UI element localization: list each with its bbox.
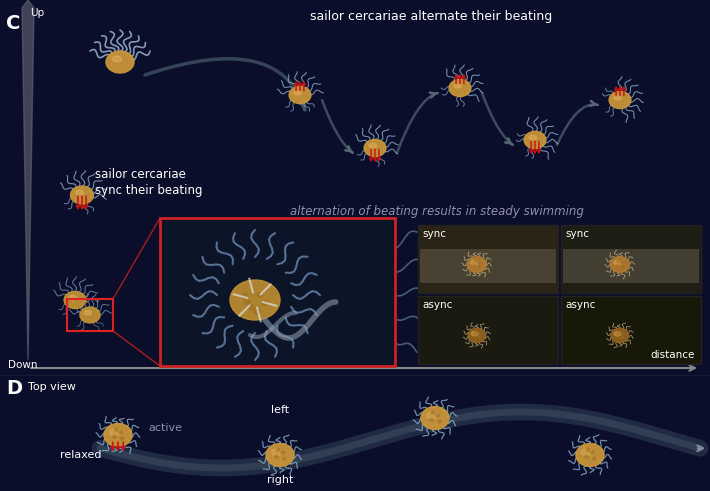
Polygon shape [22, 0, 34, 360]
Ellipse shape [70, 186, 94, 204]
Ellipse shape [576, 443, 604, 466]
Ellipse shape [613, 95, 621, 100]
Text: C: C [6, 14, 21, 33]
Ellipse shape [276, 448, 280, 451]
Ellipse shape [106, 51, 134, 73]
Ellipse shape [474, 336, 476, 337]
Text: sailor cercariae alternate their beating: sailor cercariae alternate their beating [310, 10, 552, 23]
Ellipse shape [471, 331, 478, 336]
Ellipse shape [80, 307, 100, 323]
Ellipse shape [467, 257, 486, 272]
Ellipse shape [64, 292, 86, 308]
FancyBboxPatch shape [561, 225, 701, 293]
Text: sync: sync [565, 229, 589, 239]
Text: active: active [148, 423, 182, 433]
Ellipse shape [244, 300, 250, 304]
FancyBboxPatch shape [418, 225, 558, 293]
Ellipse shape [266, 443, 294, 466]
Ellipse shape [281, 451, 285, 454]
Ellipse shape [614, 331, 621, 336]
Ellipse shape [618, 331, 620, 333]
Text: left: left [271, 405, 289, 415]
Text: async: async [565, 300, 596, 310]
Ellipse shape [114, 429, 118, 431]
Text: Up: Up [30, 8, 44, 18]
Ellipse shape [289, 86, 311, 104]
Text: D: D [6, 379, 22, 398]
Ellipse shape [230, 280, 280, 320]
Ellipse shape [242, 294, 248, 299]
Ellipse shape [109, 429, 120, 436]
FancyBboxPatch shape [420, 249, 556, 283]
Ellipse shape [585, 456, 589, 458]
Ellipse shape [368, 143, 376, 148]
Ellipse shape [254, 309, 260, 315]
Text: alternation of beating results in steady swimming: alternation of beating results in steady… [290, 205, 584, 218]
Ellipse shape [473, 265, 476, 267]
Text: sync: sync [422, 229, 446, 239]
FancyBboxPatch shape [418, 296, 558, 364]
Text: right: right [267, 475, 293, 485]
Ellipse shape [529, 136, 537, 140]
Ellipse shape [119, 431, 122, 434]
Ellipse shape [69, 295, 77, 300]
Ellipse shape [474, 260, 477, 262]
Text: Top view: Top view [28, 382, 76, 392]
FancyBboxPatch shape [160, 218, 395, 366]
Ellipse shape [614, 260, 621, 265]
Ellipse shape [249, 305, 255, 310]
Ellipse shape [621, 333, 623, 334]
Ellipse shape [609, 91, 631, 109]
Ellipse shape [449, 80, 471, 97]
Ellipse shape [610, 257, 629, 272]
Text: sailor cercariae
sync their beating: sailor cercariae sync their beating [95, 168, 202, 197]
Ellipse shape [271, 449, 282, 456]
Ellipse shape [621, 337, 623, 338]
Ellipse shape [618, 260, 620, 262]
Ellipse shape [112, 56, 122, 62]
Ellipse shape [477, 333, 479, 334]
Ellipse shape [479, 337, 481, 338]
Ellipse shape [474, 331, 477, 333]
Ellipse shape [436, 414, 439, 417]
FancyBboxPatch shape [561, 296, 701, 364]
Ellipse shape [621, 266, 624, 268]
Ellipse shape [430, 418, 433, 421]
Ellipse shape [294, 90, 302, 95]
Ellipse shape [616, 265, 618, 267]
Ellipse shape [426, 412, 437, 419]
Ellipse shape [479, 266, 481, 268]
Ellipse shape [437, 420, 441, 423]
Ellipse shape [432, 411, 435, 414]
Ellipse shape [364, 139, 386, 157]
Ellipse shape [421, 407, 449, 430]
Ellipse shape [104, 424, 132, 446]
Text: distance: distance [650, 350, 694, 360]
Text: Down: Down [8, 360, 38, 370]
Ellipse shape [75, 190, 84, 195]
Text: async: async [422, 300, 452, 310]
Text: relaxed: relaxed [60, 450, 102, 460]
Ellipse shape [121, 437, 124, 440]
Ellipse shape [257, 293, 263, 298]
Ellipse shape [477, 262, 480, 264]
Ellipse shape [611, 328, 628, 343]
Ellipse shape [621, 262, 623, 264]
Ellipse shape [581, 449, 591, 456]
Ellipse shape [454, 83, 462, 88]
Ellipse shape [84, 311, 92, 315]
Ellipse shape [586, 448, 590, 451]
Ellipse shape [524, 132, 546, 149]
FancyBboxPatch shape [563, 249, 699, 283]
Ellipse shape [113, 436, 116, 438]
Ellipse shape [593, 457, 596, 460]
Ellipse shape [275, 456, 278, 458]
Ellipse shape [471, 260, 478, 265]
Ellipse shape [262, 300, 268, 305]
Ellipse shape [468, 328, 486, 343]
Ellipse shape [616, 336, 618, 337]
Ellipse shape [283, 457, 286, 460]
Ellipse shape [591, 451, 594, 454]
